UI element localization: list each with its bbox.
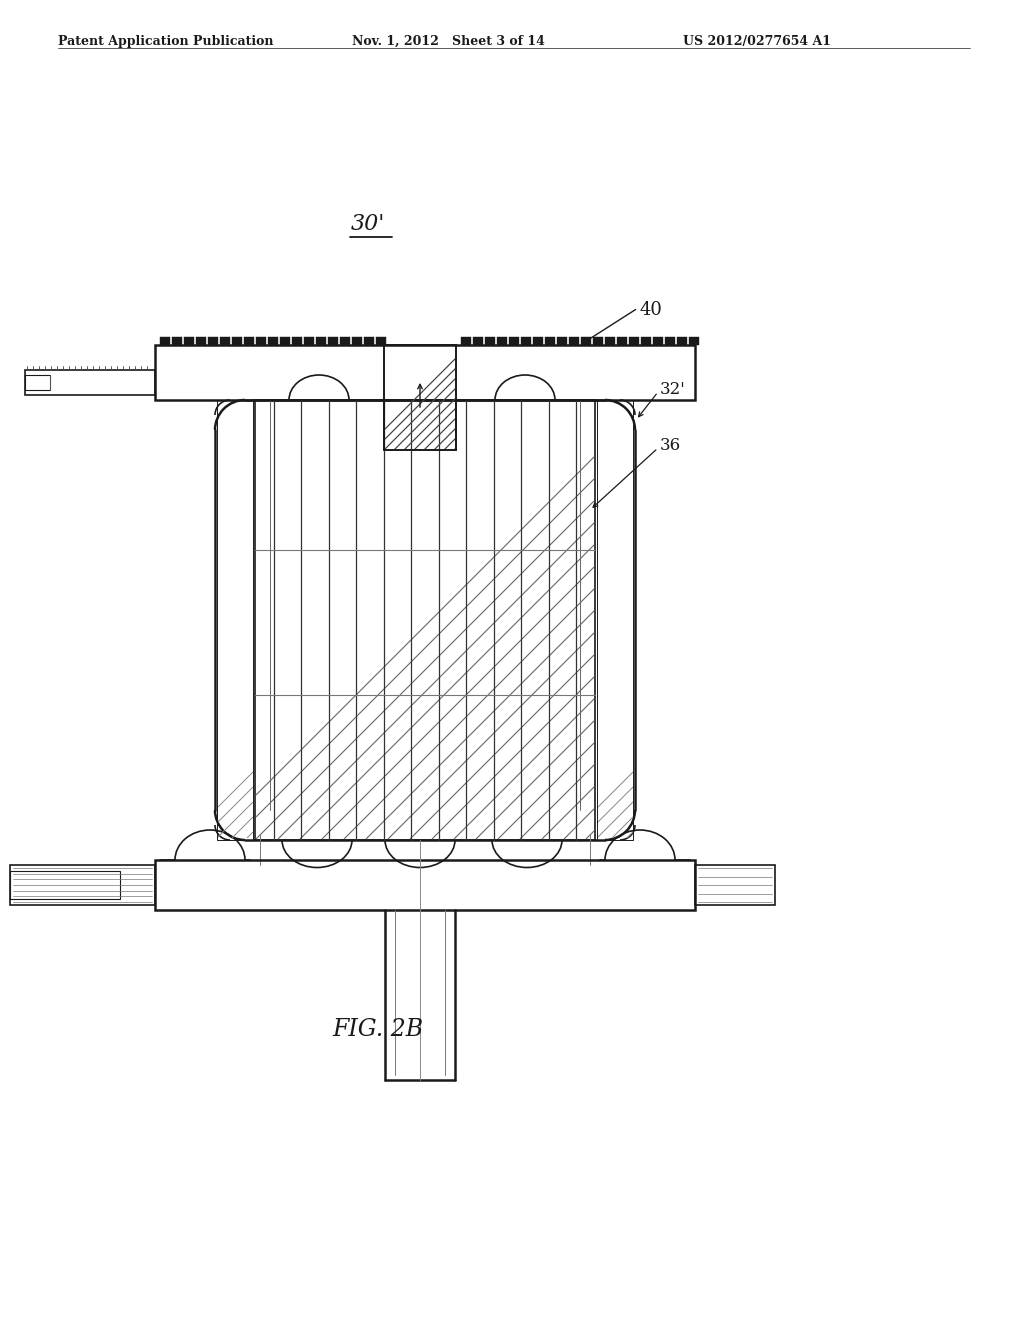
Text: FIG. 2B: FIG. 2B <box>333 1019 424 1041</box>
Bar <box>340 337 350 345</box>
Bar <box>665 337 675 345</box>
Text: 32': 32' <box>660 381 686 399</box>
Bar <box>569 337 579 345</box>
Bar <box>217 400 253 840</box>
Bar <box>155 861 695 909</box>
Bar <box>172 337 182 345</box>
Bar <box>605 337 615 345</box>
Bar <box>617 337 627 345</box>
Bar <box>10 865 155 906</box>
Bar <box>220 337 230 345</box>
Bar <box>653 337 663 345</box>
Text: Patent Application Publication: Patent Application Publication <box>58 36 273 48</box>
Bar <box>629 337 639 345</box>
Bar <box>25 375 50 389</box>
Bar <box>376 337 386 345</box>
Bar <box>695 865 775 906</box>
Bar <box>534 337 543 345</box>
Bar <box>384 345 456 450</box>
Bar <box>364 337 374 345</box>
Bar <box>292 337 302 345</box>
Bar <box>352 337 362 345</box>
Bar <box>545 337 555 345</box>
Bar <box>461 337 471 345</box>
Bar <box>268 337 278 345</box>
Bar <box>196 337 206 345</box>
Bar <box>184 337 194 345</box>
Text: US 2012/0277654 A1: US 2012/0277654 A1 <box>683 36 831 48</box>
Bar <box>208 337 218 345</box>
Bar <box>155 345 695 400</box>
Bar <box>509 337 519 345</box>
Bar <box>689 337 699 345</box>
Bar <box>25 370 155 395</box>
Bar <box>256 337 266 345</box>
Bar <box>641 337 651 345</box>
Bar <box>244 337 254 345</box>
Bar <box>10 871 120 899</box>
Bar <box>677 337 687 345</box>
Bar <box>597 400 633 840</box>
Bar <box>593 337 603 345</box>
Bar <box>497 337 507 345</box>
Text: 30': 30' <box>351 213 385 235</box>
Bar <box>280 337 290 345</box>
Bar <box>232 337 242 345</box>
Text: Nov. 1, 2012   Sheet 3 of 14: Nov. 1, 2012 Sheet 3 of 14 <box>352 36 545 48</box>
Bar <box>485 337 495 345</box>
Bar <box>384 345 456 450</box>
Bar <box>328 337 338 345</box>
Bar <box>160 337 170 345</box>
Bar <box>316 337 326 345</box>
Bar <box>304 337 314 345</box>
Bar <box>473 337 483 345</box>
Text: 36: 36 <box>660 437 681 454</box>
Bar <box>557 337 567 345</box>
Bar <box>521 337 531 345</box>
Text: 40: 40 <box>640 301 663 319</box>
Bar <box>581 337 591 345</box>
